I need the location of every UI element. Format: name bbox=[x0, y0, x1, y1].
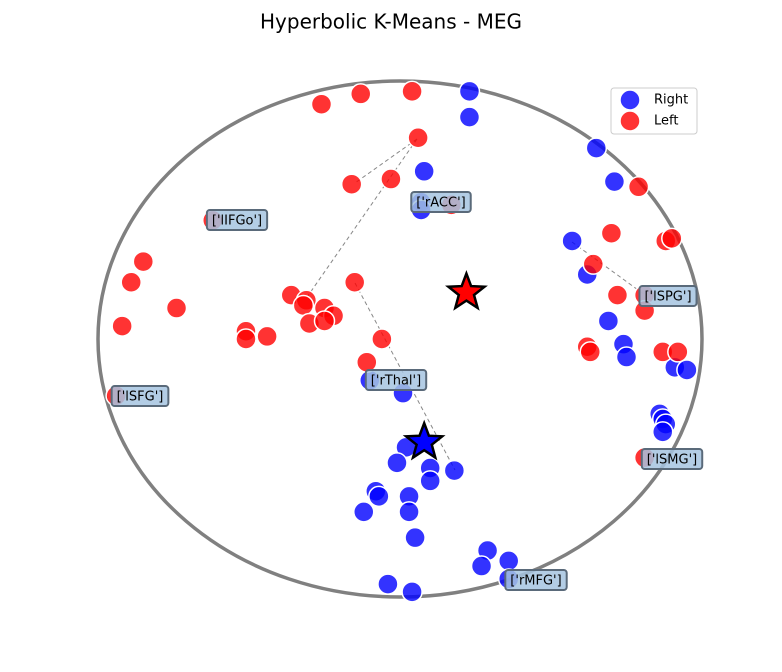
point bbox=[310, 93, 333, 115]
point bbox=[404, 526, 426, 549]
annotation: ['lSMG'] bbox=[647, 453, 697, 468]
point bbox=[111, 315, 133, 337]
annotation: ['rACC'] bbox=[416, 196, 465, 211]
point bbox=[661, 227, 683, 250]
point bbox=[600, 222, 623, 244]
disk-boundary bbox=[96, 79, 704, 599]
point bbox=[120, 271, 142, 293]
point bbox=[667, 341, 689, 363]
annotation: ['lSFG'] bbox=[117, 390, 164, 405]
point bbox=[371, 328, 393, 350]
point bbox=[582, 253, 605, 275]
point bbox=[407, 127, 429, 149]
point bbox=[256, 325, 278, 348]
legend-marker bbox=[619, 89, 641, 111]
connector bbox=[571, 241, 646, 296]
point bbox=[340, 173, 363, 195]
annotation: ['lIFGo'] bbox=[212, 214, 262, 229]
annotation: ['lSPG'] bbox=[644, 290, 691, 305]
point bbox=[386, 452, 408, 474]
point bbox=[443, 459, 466, 482]
legend-marker bbox=[619, 110, 641, 132]
point bbox=[380, 168, 402, 190]
chart-title: Hyperbolic K-Means - MEG bbox=[260, 10, 522, 34]
point bbox=[292, 294, 315, 317]
point bbox=[585, 137, 608, 159]
point bbox=[676, 359, 698, 381]
annotation: ['rMFG'] bbox=[510, 574, 561, 589]
point bbox=[313, 310, 336, 332]
annotation-box bbox=[504, 569, 568, 591]
point bbox=[470, 555, 493, 577]
point bbox=[368, 485, 390, 508]
point bbox=[401, 80, 423, 103]
point bbox=[401, 581, 423, 603]
point bbox=[603, 170, 626, 193]
point bbox=[497, 550, 520, 572]
point bbox=[235, 328, 257, 350]
point bbox=[627, 176, 650, 198]
centroid bbox=[402, 419, 446, 461]
point bbox=[458, 106, 481, 128]
connector bbox=[304, 138, 418, 301]
point bbox=[458, 80, 481, 103]
annotation-box bbox=[364, 369, 428, 391]
point bbox=[597, 310, 620, 332]
connector bbox=[354, 138, 418, 184]
annotation-box bbox=[640, 448, 704, 470]
legend-label: Right bbox=[654, 93, 688, 108]
annotation-box bbox=[205, 209, 269, 231]
point bbox=[561, 230, 583, 252]
point bbox=[651, 421, 674, 443]
point bbox=[413, 160, 435, 183]
point bbox=[398, 501, 420, 523]
point bbox=[349, 83, 372, 105]
point bbox=[606, 284, 629, 306]
point bbox=[353, 501, 375, 523]
legend-label: Left bbox=[654, 114, 678, 129]
point bbox=[579, 341, 602, 363]
annotation-box bbox=[110, 385, 170, 407]
point bbox=[343, 271, 366, 293]
centroid bbox=[445, 270, 488, 311]
point bbox=[132, 250, 155, 273]
annotation-box bbox=[638, 285, 698, 307]
point bbox=[377, 573, 399, 595]
point bbox=[615, 346, 638, 368]
annotation: ['rThal'] bbox=[371, 374, 421, 389]
point bbox=[419, 470, 441, 492]
point bbox=[165, 297, 188, 319]
annotation-box bbox=[410, 191, 472, 213]
